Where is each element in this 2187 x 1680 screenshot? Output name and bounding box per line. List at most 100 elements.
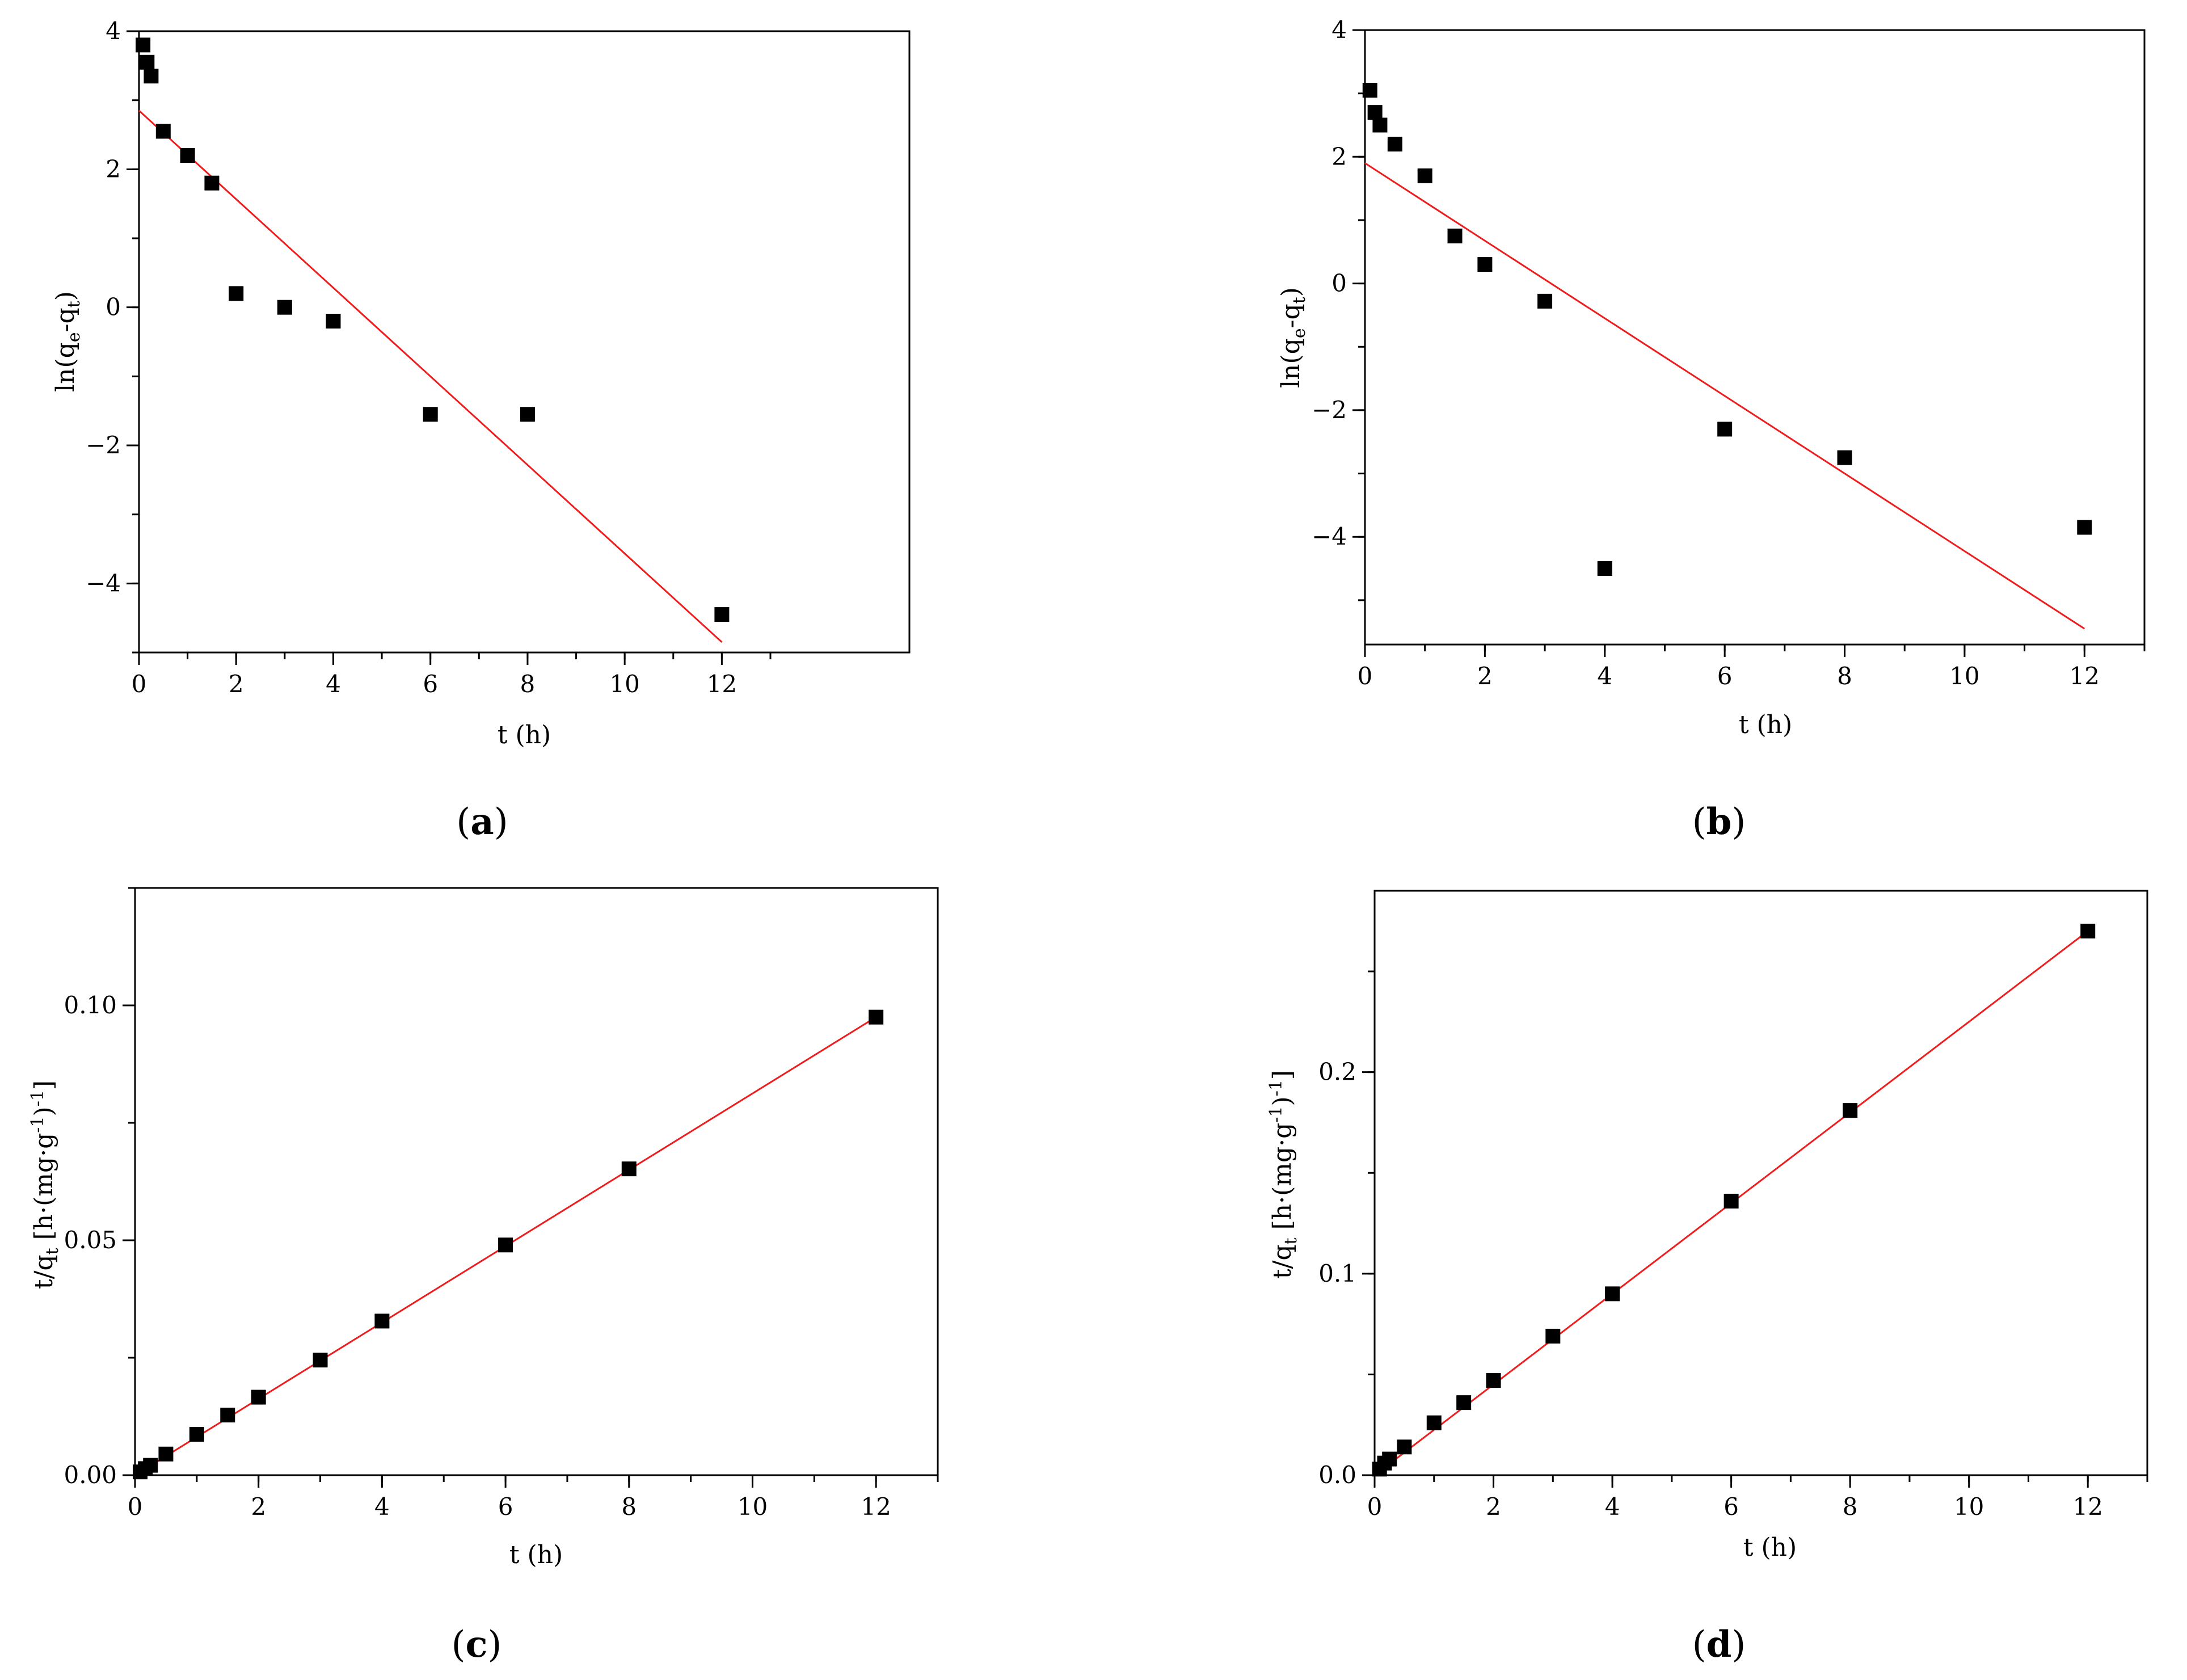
x-tick-label: 4 (1605, 1493, 1620, 1521)
data-point (180, 148, 195, 163)
data-point (1387, 136, 1402, 151)
x-tick-label: 6 (423, 670, 438, 698)
x-tick-label: 6 (1717, 662, 1733, 690)
y-tick-label: 0.00 (64, 1461, 117, 1489)
data-point (155, 124, 171, 139)
y-axis-label: t/qt [h·(mg·g-1)-1] (1266, 1070, 1301, 1279)
x-tick-label: 4 (1597, 662, 1612, 690)
data-point (326, 314, 341, 329)
data-point (277, 300, 292, 315)
x-tick-label: 0 (1358, 662, 1373, 690)
x-tick-label: 10 (1949, 662, 1979, 690)
y-tick-label: 4 (106, 17, 121, 45)
data-point (1397, 1439, 1412, 1455)
data-point (2080, 924, 2096, 939)
data-point (136, 37, 151, 53)
data-point (1537, 293, 1553, 309)
y-tick-label: −2 (1312, 396, 1347, 424)
x-tick-label: 10 (738, 1493, 768, 1521)
y-tick-label: 0 (1331, 270, 1347, 297)
data-point (1372, 117, 1388, 133)
x-axis-label: t (h) (1739, 710, 1792, 739)
data-point (220, 1408, 235, 1423)
plot-frame (134, 887, 939, 1476)
data-point (1456, 1395, 1472, 1410)
fit-line-group (138, 110, 723, 643)
axis-ticks: 0 2 4 6 8 10 12 0.10 0.05 0.00 (64, 887, 939, 1521)
panel-c: 0 2 4 6 8 10 12 0.10 0.05 0.00 t (h) t/qt [h·(mg·… (28, 887, 939, 1666)
y-tick-label: −4 (1312, 523, 1347, 550)
data-point (1447, 228, 1463, 243)
y-tick-label: 2 (1331, 142, 1347, 170)
y-axis-label: ln(qe-qt) (51, 291, 84, 392)
data-point (1362, 83, 1377, 98)
data-point (1717, 422, 1733, 437)
x-tick-label: 12 (2070, 662, 2100, 690)
x-axis-label: t (h) (509, 1540, 563, 1569)
data-point (1724, 1193, 1739, 1209)
axis-ticks: 0 2 4 6 8 10 12 4 2 0 −2 −4 (86, 17, 772, 698)
data-point (140, 54, 155, 70)
panel-label: (b) (1692, 801, 1746, 843)
data-point (189, 1426, 204, 1442)
y-tick-label: 0.2 (1318, 1058, 1356, 1086)
y-tick-label: −2 (86, 431, 121, 459)
y-axis-label: ln(qe-qt) (1276, 287, 1309, 388)
data-point (1597, 561, 1612, 576)
data-point (158, 1446, 174, 1462)
panel-label: (c) (452, 1623, 502, 1666)
fit-line-group (1364, 162, 2085, 630)
plot-frame (138, 30, 911, 654)
x-tick-label: 8 (621, 1493, 637, 1521)
data-point (1417, 168, 1432, 183)
data-point (1367, 105, 1383, 120)
x-tick-label: 2 (251, 1493, 266, 1521)
y-tick-label: 0.1 (1318, 1260, 1356, 1287)
y-tick-label: 0.0 (1318, 1461, 1356, 1489)
axis-ticks: 0 2 4 6 8 10 12 0.2 0.1 0.0 (1318, 970, 2148, 1521)
data-point (1545, 1328, 1561, 1344)
data-point (143, 1458, 158, 1473)
y-tick-label: −4 (86, 569, 121, 597)
data-point (251, 1390, 266, 1405)
panel-label: (a) (456, 801, 508, 843)
data-point (1477, 257, 1493, 272)
data-point (1843, 1103, 1858, 1118)
data-point (520, 407, 535, 422)
data-point (1837, 450, 1852, 465)
data-point (498, 1237, 513, 1253)
y-tick-label: 0 (106, 293, 121, 321)
fit-line (1364, 162, 2085, 630)
data-point (204, 175, 220, 191)
data-points (133, 1009, 884, 1480)
x-tick-label: 12 (2073, 1493, 2103, 1521)
data-point (714, 607, 730, 622)
data-point (144, 69, 159, 84)
panel-b: 0 2 4 6 8 10 12 4 2 0 −2 −4 t (h) ln(qe-qt) (b) (1276, 16, 2146, 843)
data-point (2077, 520, 2092, 535)
x-tick-label: 2 (1477, 662, 1493, 690)
x-tick-label: 4 (374, 1493, 390, 1521)
data-points (136, 37, 730, 622)
x-axis-label: t (h) (1743, 1533, 1797, 1562)
data-point (869, 1009, 884, 1025)
data-points (1362, 83, 2092, 576)
data-point (1605, 1286, 1620, 1302)
x-tick-label: 4 (326, 670, 341, 698)
data-point (374, 1313, 390, 1329)
data-point (1426, 1415, 1442, 1430)
y-tick-label: 2 (106, 155, 121, 183)
data-points (1372, 924, 2096, 1477)
panel-d: 0 2 4 6 8 10 12 0.2 0.1 0.0 t (h) t/qt [h·(mg·g-1… (1266, 890, 2148, 1666)
data-point (1382, 1451, 1397, 1467)
y-axis-label: t/qt [h·(mg·g-1)-1] (28, 1080, 62, 1289)
plot-frame (1373, 890, 2148, 1476)
fit-line (138, 110, 723, 643)
panel-a: 0 2 4 6 8 10 12 4 2 0 −2 −4 t (h) ln(qe-qt) (a) (51, 17, 911, 843)
x-tick-label: 8 (1843, 1493, 1858, 1521)
data-point (621, 1161, 637, 1177)
x-tick-label: 8 (1837, 662, 1852, 690)
data-point (1486, 1373, 1501, 1388)
x-tick-label: 6 (498, 1493, 513, 1521)
